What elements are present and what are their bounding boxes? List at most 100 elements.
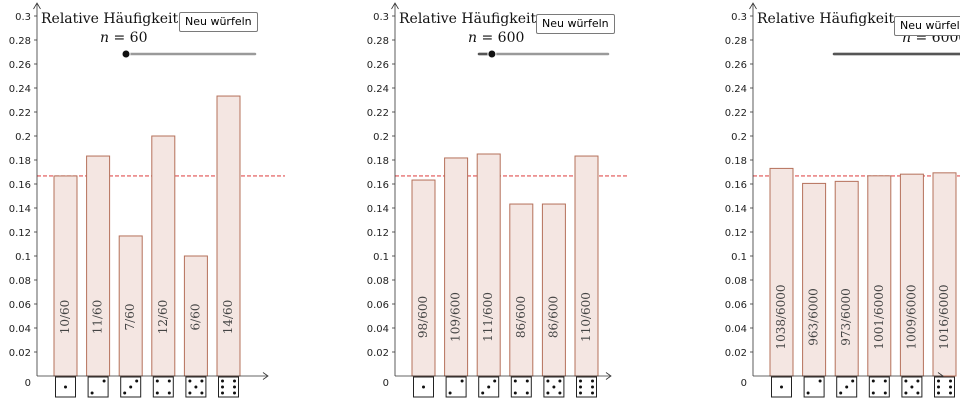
die-pip <box>460 379 464 383</box>
bar-fraction-label: 6/60 <box>188 304 202 331</box>
die-pip <box>233 385 236 389</box>
y-tick-label: 0.02 <box>9 348 31 359</box>
bar-5 <box>541 203 566 377</box>
y-tick-label: 0.28 <box>367 36 389 47</box>
die-pip <box>167 391 171 395</box>
y-tick-label: 0.24 <box>9 84 31 95</box>
y-tick-label: 0.12 <box>9 228 31 239</box>
n-variable: n <box>468 30 477 46</box>
die-pip <box>552 385 556 389</box>
bar-fraction-label: 963/6000 <box>807 288 821 346</box>
die-pip <box>481 391 485 395</box>
y-tick-label: 0.08 <box>367 276 389 287</box>
y-tick-label: 0.24 <box>367 84 389 95</box>
die-pip <box>448 391 452 395</box>
y-tick-label: 0.22 <box>9 108 31 119</box>
bar-fraction-label: 10/60 <box>58 300 72 335</box>
bar-fraction-label: 98/600 <box>416 296 430 338</box>
die-pip <box>422 385 425 389</box>
die-pip <box>123 391 127 395</box>
bar-2 <box>802 182 827 377</box>
bar-fraction-label: 11/60 <box>91 300 105 335</box>
die-pip <box>487 385 491 389</box>
die-pip <box>579 391 582 395</box>
die-pip <box>194 385 198 389</box>
origin-label: 0 <box>25 378 31 389</box>
chart-svg: 98/600 109/600 111/600 86/600 86/600 110/600 0… <box>367 2 628 398</box>
bar-1 <box>411 179 436 377</box>
die-pip <box>546 391 550 395</box>
bar-3 <box>834 180 859 377</box>
die-pip <box>818 379 822 383</box>
die-pip <box>591 391 594 395</box>
bar-fraction-label: 110/600 <box>579 292 593 342</box>
n-equals: = <box>477 30 498 46</box>
origin-label: 0 <box>741 378 747 389</box>
reroll-button[interactable]: Neu würfeln <box>536 14 615 34</box>
die-face-1-icon <box>413 376 434 398</box>
bar-6 <box>574 155 599 377</box>
die-pip <box>233 391 236 395</box>
reroll-button[interactable]: Neu würfeln <box>179 12 258 32</box>
die-pip <box>546 379 550 383</box>
bar-fraction-label: 973/6000 <box>839 288 853 346</box>
die-pip <box>949 391 952 395</box>
y-tick-label: 0.18 <box>725 156 747 167</box>
bar-fraction-label: 111/600 <box>481 292 495 342</box>
bar-4 <box>151 135 176 377</box>
reroll-button[interactable]: Neu würfeln <box>894 16 960 36</box>
n-slider-handle[interactable] <box>487 49 497 59</box>
y-tick-label: 0.2 <box>731 132 747 143</box>
y-tick-label: 0.2 <box>15 132 31 143</box>
y-tick-label: 0.16 <box>9 180 31 191</box>
die-face-6-icon <box>576 376 597 398</box>
die-face-4-icon <box>868 376 890 398</box>
n-slider-handle[interactable] <box>121 49 131 59</box>
die-face-5-icon <box>185 376 207 398</box>
die-pip <box>200 379 204 383</box>
die-pip <box>90 391 94 395</box>
y-tick-label: 0.22 <box>725 108 747 119</box>
die-pip <box>851 379 855 383</box>
chart-panel-n60: 10/60 11/60 7/60 12/60 6/60 14/60 0.02 0.04 0.06… <box>0 0 285 403</box>
y-axis-arrow <box>749 2 757 10</box>
die-pip <box>904 379 908 383</box>
chart-svg: 10/60 11/60 7/60 12/60 6/60 14/60 0.02 0.04 0.06… <box>9 2 285 398</box>
die-face-1-icon <box>771 376 792 398</box>
die-pip <box>883 379 887 383</box>
die-pip <box>591 385 594 389</box>
y-tick-label: 0.28 <box>9 36 31 47</box>
die-pip <box>806 391 810 395</box>
n-value: 600 <box>498 30 525 46</box>
bar-1 <box>53 175 78 377</box>
bar-2 <box>444 157 469 377</box>
y-tick-label: 0.08 <box>9 276 31 287</box>
chart-svg: 1038/6000 963/6000 973/6000 1001/6000 1009/6… <box>725 2 960 398</box>
die-face-2-icon <box>87 376 109 398</box>
die-pip <box>904 391 908 395</box>
die-pip <box>883 391 887 395</box>
die-pip <box>845 385 849 389</box>
die-pip <box>513 379 517 383</box>
die-pip <box>167 379 171 383</box>
n-value: 60 <box>130 30 148 46</box>
y-tick-label: 0.16 <box>367 180 389 191</box>
y-tick-label: 0.28 <box>725 36 747 47</box>
n-value-label: n = 60 <box>100 30 148 46</box>
die-pip <box>937 391 940 395</box>
die-face-4-icon <box>152 376 174 398</box>
die-pip <box>221 391 224 395</box>
die-face-6-icon <box>934 376 955 398</box>
y-tick-label: 0.14 <box>9 204 31 215</box>
die-pip <box>221 379 224 383</box>
y-tick-label: 0.18 <box>9 156 31 167</box>
die-pip <box>188 379 192 383</box>
die-pip <box>558 379 562 383</box>
die-pip <box>513 391 517 395</box>
origin-label: 0 <box>383 378 389 389</box>
y-tick-label: 0.14 <box>367 204 389 215</box>
y-tick-label: 0.24 <box>725 84 747 95</box>
die-pip <box>525 379 529 383</box>
y-tick-label: 0.12 <box>725 228 747 239</box>
bar-fraction-label: 14/60 <box>221 300 235 335</box>
